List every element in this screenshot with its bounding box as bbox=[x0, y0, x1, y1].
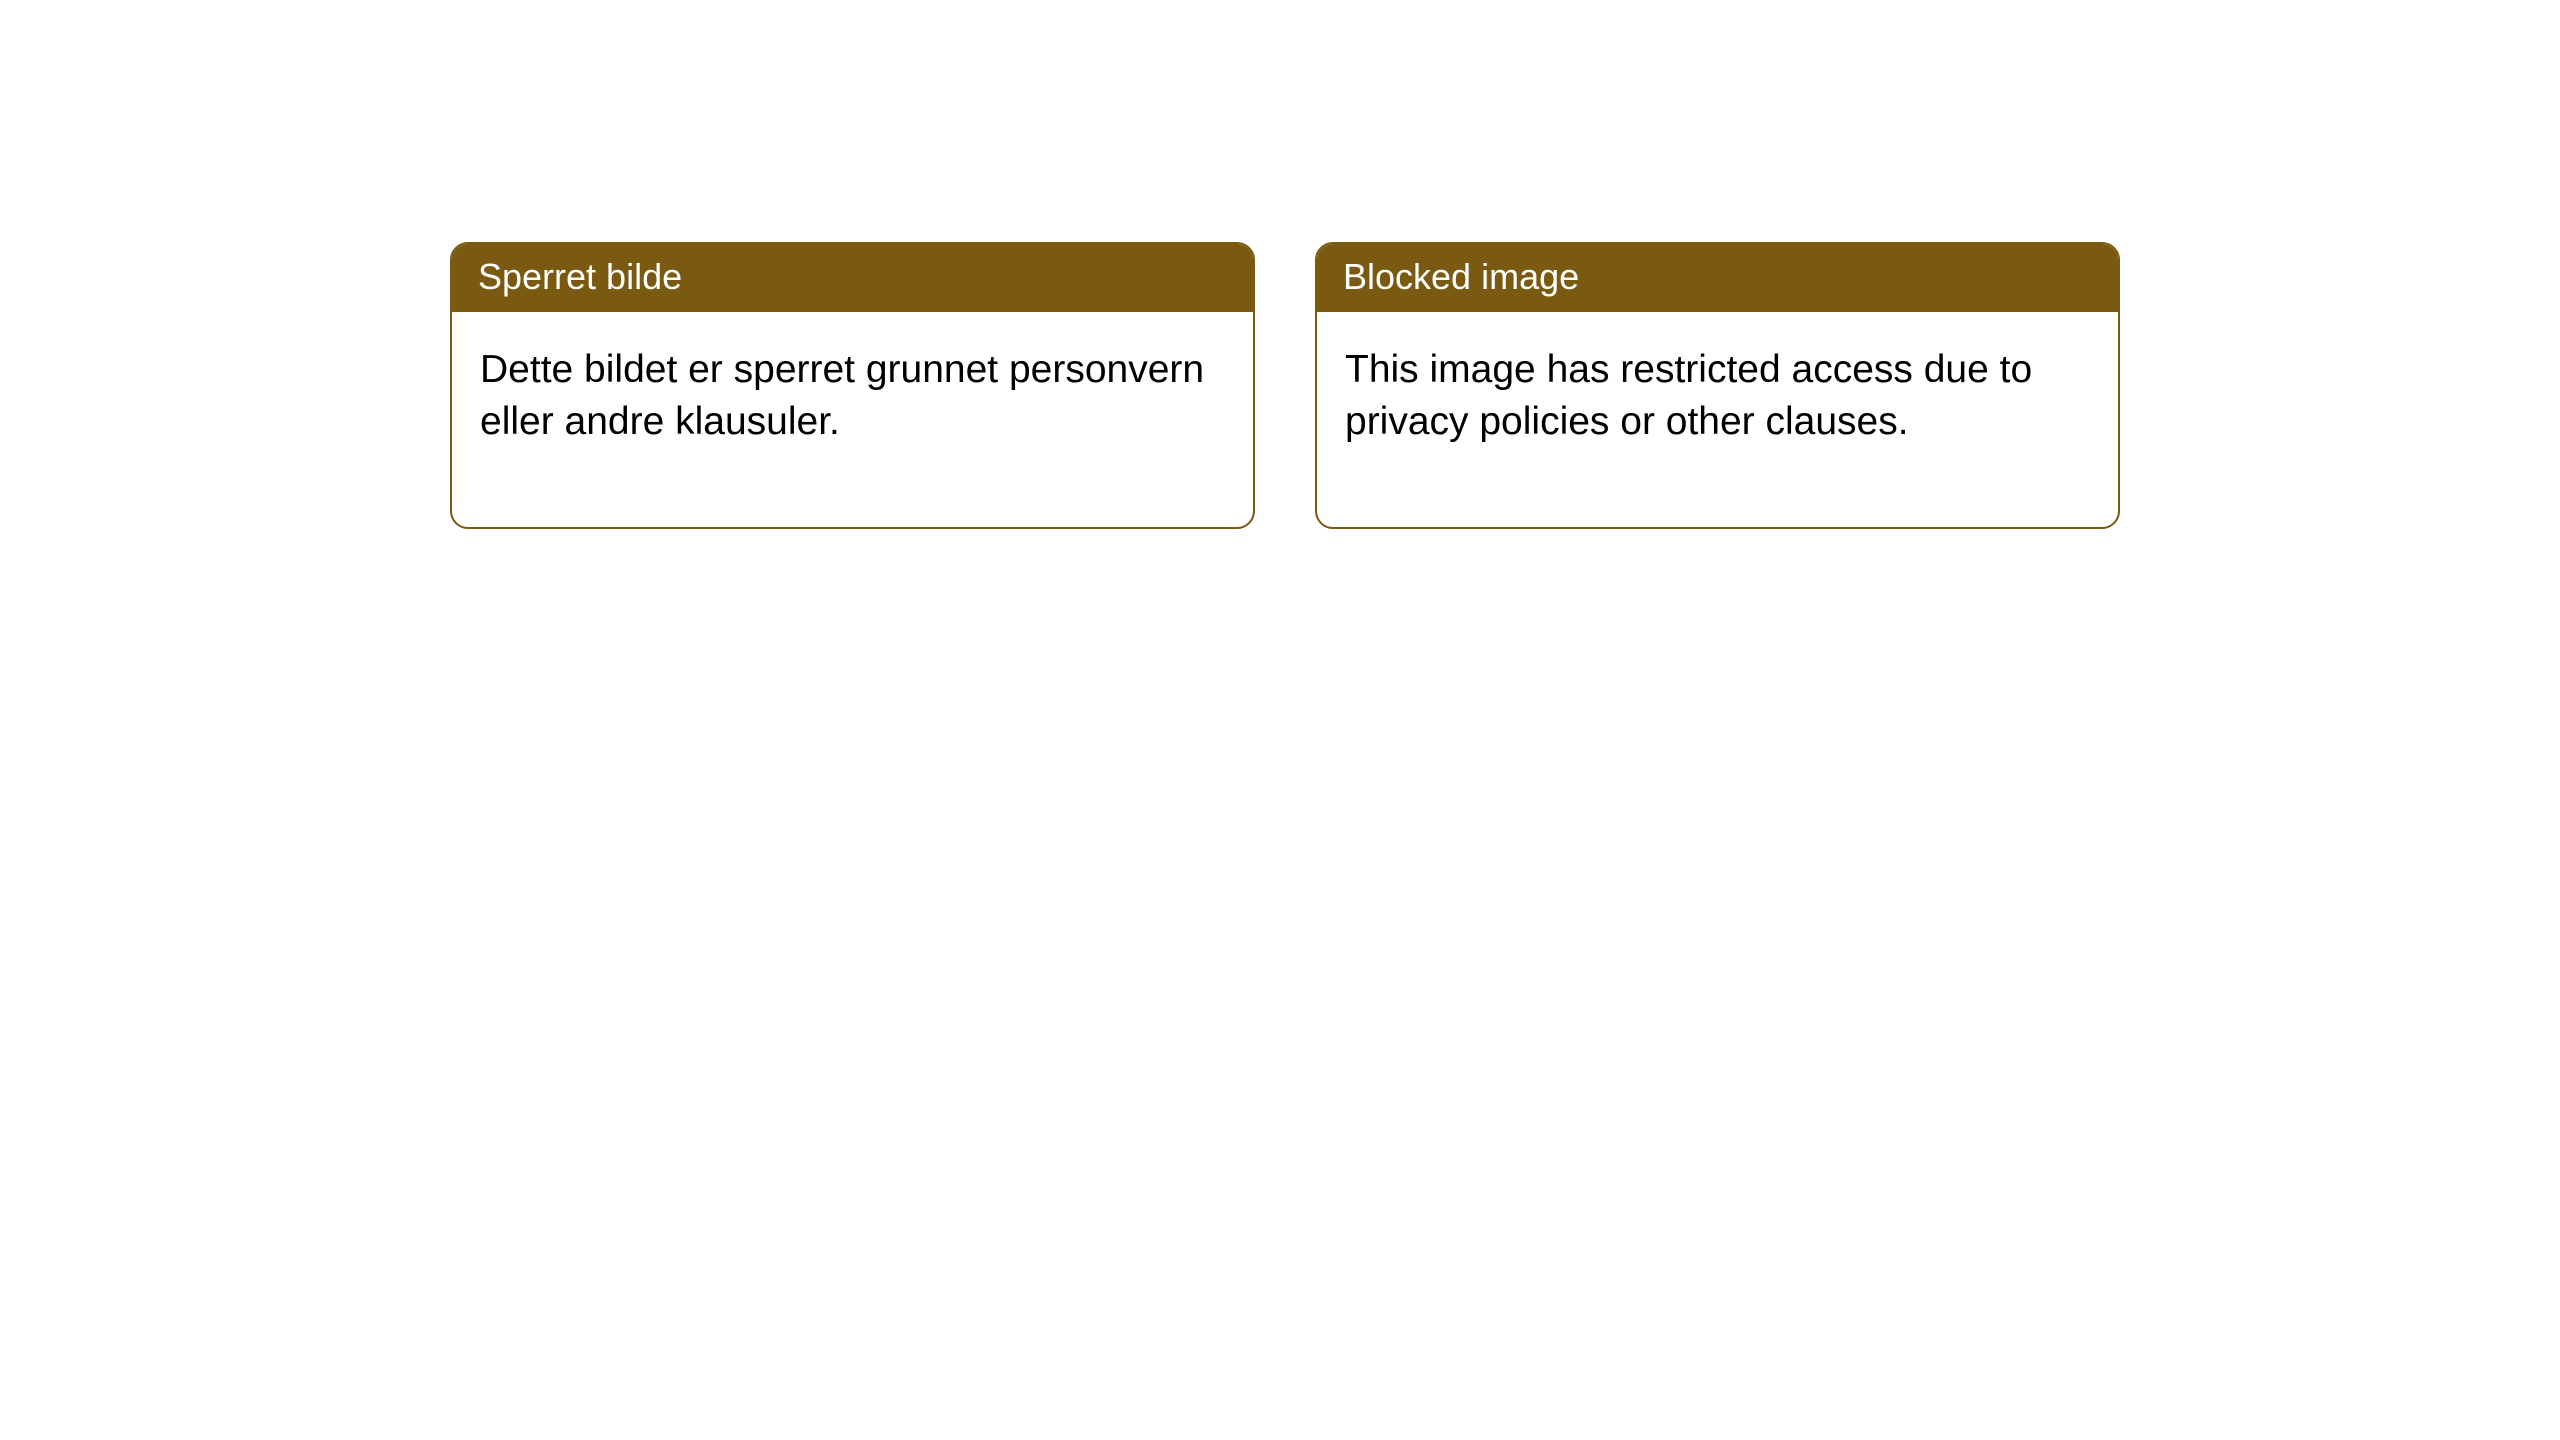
notice-card-nb-header: Sperret bilde bbox=[452, 244, 1253, 312]
notice-card-en: Blocked image This image has restricted … bbox=[1315, 242, 2120, 529]
notice-card-nb-body: Dette bildet er sperret grunnet personve… bbox=[452, 312, 1253, 527]
notice-card-en-body: This image has restricted access due to … bbox=[1317, 312, 2118, 527]
notice-card-en-text: This image has restricted access due to … bbox=[1345, 348, 2032, 443]
notice-card-nb-text: Dette bildet er sperret grunnet personve… bbox=[480, 348, 1204, 443]
notice-card-nb-title: Sperret bilde bbox=[478, 256, 682, 297]
notice-card-nb: Sperret bilde Dette bildet er sperret gr… bbox=[450, 242, 1255, 529]
notice-card-en-header: Blocked image bbox=[1317, 244, 2118, 312]
notice-card-en-title: Blocked image bbox=[1343, 256, 1579, 297]
notice-container: Sperret bilde Dette bildet er sperret gr… bbox=[0, 0, 2560, 529]
